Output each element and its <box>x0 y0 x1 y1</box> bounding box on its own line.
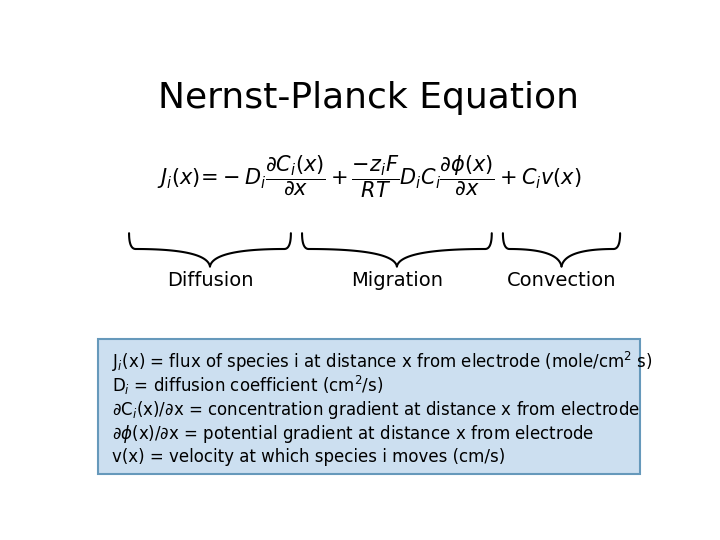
Text: Migration: Migration <box>351 271 443 289</box>
FancyBboxPatch shape <box>99 339 639 474</box>
Text: $\partial$C$_i$(x)/$\partial$x = concentration gradient at distance x from elect: $\partial$C$_i$(x)/$\partial$x = concent… <box>112 399 640 421</box>
Text: D$_i$ = diffusion coefficient (cm$^2$/s): D$_i$ = diffusion coefficient (cm$^2$/s) <box>112 374 384 397</box>
Text: J$_i$(x) = flux of species i at distance x from electrode (mole/cm$^2$ s): J$_i$(x) = flux of species i at distance… <box>112 349 653 374</box>
Text: v(x) = velocity at which species i moves (cm/s): v(x) = velocity at which species i moves… <box>112 448 505 466</box>
Text: Nernst-Planck Equation: Nernst-Planck Equation <box>158 82 580 116</box>
Text: Convection: Convection <box>507 271 616 289</box>
Text: Diffusion: Diffusion <box>167 271 253 289</box>
Text: $J_i(x)\!=\!-D_i\dfrac{\partial C_i(x)}{\partial x}+\dfrac{-z_iF}{RT}D_iC_i\dfra: $J_i(x)\!=\!-D_i\dfrac{\partial C_i(x)}{… <box>157 154 581 200</box>
Text: $\partial\phi$(x)/$\partial$x = potential gradient at distance x from electrode: $\partial\phi$(x)/$\partial$x = potentia… <box>112 423 595 445</box>
